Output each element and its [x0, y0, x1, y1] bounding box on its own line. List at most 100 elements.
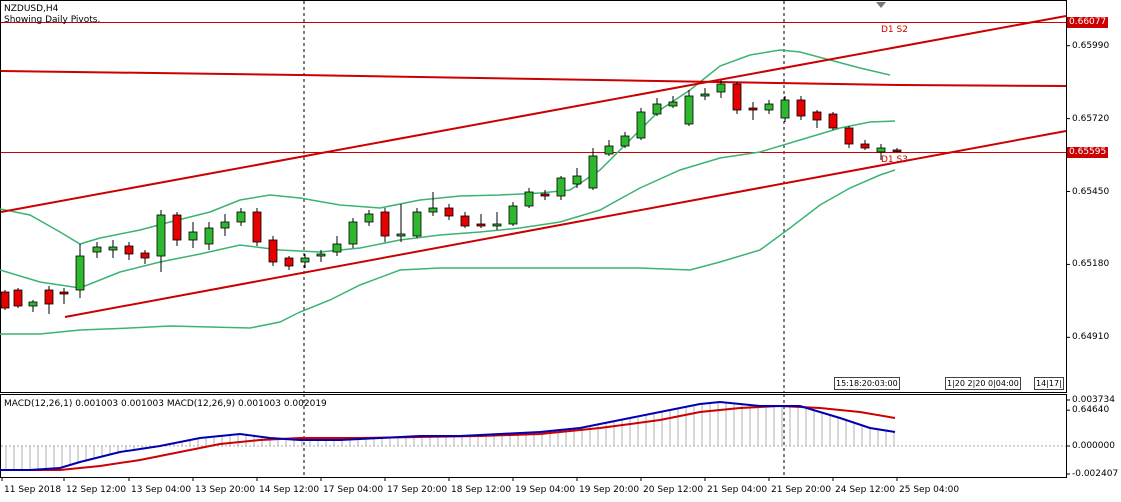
- bearish-candle: [124, 245, 134, 255]
- bearish-candle: [172, 214, 182, 241]
- bullish-candle: [588, 155, 598, 189]
- bearish-candle: [284, 257, 294, 267]
- bullish-candle: [348, 221, 358, 245]
- bullish-candle: [556, 177, 566, 197]
- indicator-subtitle: Showing Daily Pivots.: [4, 15, 101, 25]
- bullish-candle: [204, 227, 214, 245]
- bullish-candle: [156, 214, 166, 257]
- bullish-candle: [876, 147, 886, 153]
- price-tick-label: 0.64640: [1072, 405, 1110, 416]
- bearish-candle: [268, 239, 278, 263]
- bearish-candle: [732, 83, 742, 111]
- bullish-candle: [492, 223, 502, 227]
- bollinger-upper-band: [0, 49, 891, 245]
- time-axis-label: 19 Sep 20:00: [579, 485, 640, 495]
- time-axis-label: 24 Sep 12:00: [835, 485, 896, 495]
- macd-signal-line: [0, 404, 896, 471]
- bullish-candle: [716, 83, 726, 93]
- trendline-resistance: [0, 70, 1067, 87]
- bullish-candle: [636, 111, 646, 139]
- bearish-candle: [844, 127, 854, 145]
- bullish-candle: [300, 257, 310, 263]
- bullish-candle: [236, 211, 246, 223]
- price-tick-label: 0.65180: [1072, 259, 1110, 270]
- bullish-candle: [700, 93, 710, 97]
- chart-period-scroll-box: 15:18:20:03:00: [834, 377, 900, 390]
- price-tick-label: 0.65720: [1072, 113, 1110, 124]
- bullish-candle: [604, 145, 614, 155]
- bearish-candle: [892, 149, 902, 152]
- price-tick-label: 0.65450: [1072, 186, 1110, 197]
- time-axis-label: 13 Sep 20:00: [195, 485, 256, 495]
- bullish-candle: [780, 99, 790, 119]
- bearish-candle: [796, 99, 806, 117]
- trendline-channel-lower: [64, 130, 1067, 318]
- pivot-label: D1 S2: [881, 24, 908, 35]
- bullish-candle: [188, 231, 198, 241]
- bullish-candle: [684, 95, 694, 125]
- main-chart-frame: [0, 0, 1067, 393]
- bullish-candle: [92, 246, 102, 253]
- bullish-candle: [396, 233, 406, 237]
- macd-main-line: [0, 400, 896, 471]
- time-axis-label: 21 Sep 20:00: [771, 485, 832, 495]
- bullish-candle: [332, 243, 342, 253]
- bearish-candle: [13, 289, 23, 307]
- time-axis-label: 18 Sep 12:00: [451, 485, 512, 495]
- macd-tick-label: 0.000000: [1072, 441, 1115, 451]
- time-axis-label: 21 Sep 04:00: [707, 485, 768, 495]
- bearish-candle: [0, 291, 10, 309]
- bearish-candle: [812, 111, 822, 121]
- time-axis-label: 12 Sep 12:00: [66, 485, 127, 495]
- pivot-price-tag: 0.66077: [1067, 16, 1109, 28]
- price-tick-label: 0.64910: [1072, 332, 1110, 343]
- bearish-candle: [828, 113, 838, 129]
- chart-period-scroll-box: 14|17|: [1034, 377, 1064, 390]
- time-axis-label: 14 Sep 12:00: [259, 485, 320, 495]
- bullish-candle: [28, 301, 38, 307]
- bullish-candle: [364, 213, 374, 223]
- bullish-candle: [620, 135, 630, 147]
- bearish-candle: [860, 143, 870, 149]
- bollinger-middle-band: [0, 120, 896, 289]
- macd-tick-label: 0.003734: [1072, 395, 1115, 405]
- bearish-candle: [59, 291, 69, 295]
- bullish-candle: [75, 255, 85, 291]
- bullish-candle: [316, 253, 326, 257]
- bullish-candle: [668, 101, 678, 107]
- time-axis-label: 25 Sep 04:00: [899, 485, 960, 495]
- bullish-candle: [508, 205, 518, 225]
- bullish-candle: [220, 221, 230, 229]
- chart-shift-marker: [876, 2, 886, 8]
- bullish-candle: [524, 191, 534, 207]
- bullish-candle: [108, 246, 118, 251]
- bearish-candle: [476, 223, 486, 227]
- bearish-candle: [748, 107, 758, 111]
- pivot-price-tag: 0.65595: [1067, 146, 1109, 158]
- trendline-channel-upper: [0, 15, 1067, 213]
- bearish-candle: [444, 207, 454, 217]
- macd-tick-label: -0.002407: [1072, 469, 1119, 479]
- bullish-candle: [412, 211, 422, 237]
- time-axis-label: 19 Sep 04:00: [515, 485, 576, 495]
- bullish-candle: [572, 175, 582, 185]
- macd-frame: [0, 394, 1067, 478]
- bearish-candle: [44, 289, 54, 305]
- bullish-candle: [764, 103, 774, 111]
- bearish-candle: [460, 215, 470, 227]
- bearish-candle: [252, 211, 262, 243]
- pivot-label: D1 S3: [881, 154, 908, 165]
- time-axis-label: 11 Sep 2018: [4, 485, 62, 495]
- bearish-candle: [140, 252, 150, 259]
- price-tick-label: 0.65990: [1072, 40, 1110, 51]
- time-axis-label: 17 Sep 04:00: [323, 485, 384, 495]
- time-axis-label: 17 Sep 20:00: [387, 485, 448, 495]
- time-axis-label: 20 Sep 12:00: [643, 485, 704, 495]
- bollinger-lower-band: [0, 169, 896, 335]
- bullish-candle: [652, 103, 662, 115]
- bullish-candle: [428, 207, 438, 213]
- macd-title: MACD(12,26,1) 0.001003 0.001003 MACD(12,…: [4, 399, 327, 409]
- time-axis-label: 13 Sep 04:00: [131, 485, 192, 495]
- chart-period-scroll-box: 1|20 2|20 0|04:00: [945, 377, 1021, 390]
